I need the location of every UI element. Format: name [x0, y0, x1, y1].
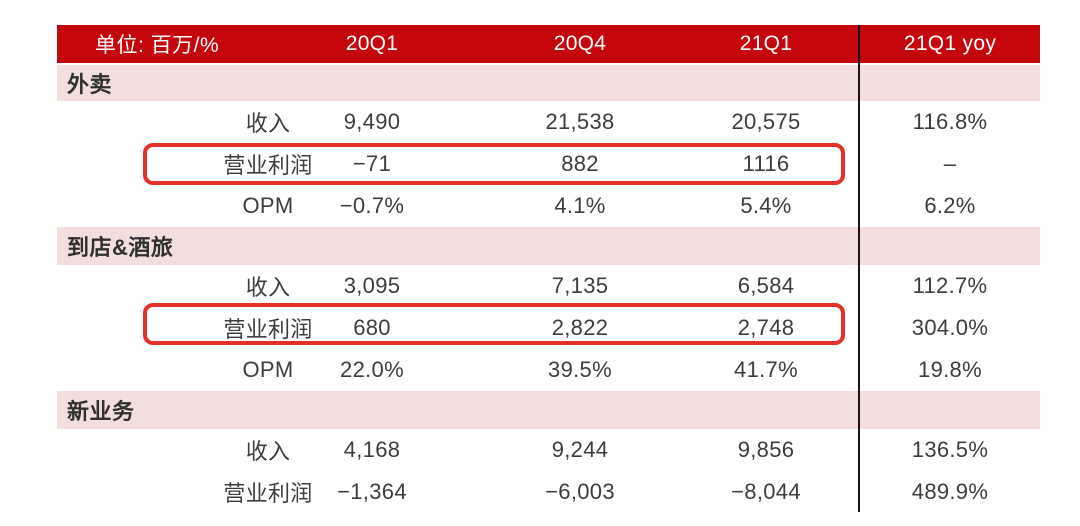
cell-20q4: 4.1% [554, 193, 606, 218]
cell-21q1: 2,748 [737, 315, 795, 340]
row-label: 收入 [245, 275, 291, 300]
cell-20q1: −0.7% [339, 193, 405, 218]
cell-20q4: 7,135 [551, 273, 609, 298]
cell-20q4: −6,003 [545, 479, 615, 504]
cell-21q1-yoy: 136.5% [911, 437, 989, 462]
cell-21q1: −8,044 [731, 479, 801, 504]
cell-21q1: 5.4% [740, 193, 792, 218]
section-header-instore-hotel: 到店&酒旅 [57, 227, 1040, 265]
row-label: OPM [242, 357, 294, 382]
section-title: 到店&酒旅 [67, 235, 174, 260]
cell-20q4: 21,538 [545, 109, 615, 134]
cell-20q1: 9,490 [343, 109, 401, 134]
row-label: 收入 [245, 439, 291, 464]
cell-20q4: 39.5% [548, 357, 612, 382]
cell-20q1: 3,095 [343, 273, 401, 298]
row-label: 收入 [245, 111, 291, 136]
table-row-ih-revenue: 收入 3,095 7,135 6,584 112.7% [57, 265, 1040, 307]
cell-21q1-yoy: – [943, 151, 957, 176]
cell-20q1: 22.0% [340, 357, 404, 382]
col-header-20q1: 20Q1 [345, 32, 399, 55]
col-header-20q4: 20Q4 [553, 32, 607, 55]
cell-21q1: 20,575 [731, 109, 801, 134]
row-label: 营业利润 [223, 153, 313, 178]
cell-21q1: 9,856 [737, 437, 795, 462]
cell-20q4: 882 [561, 151, 599, 176]
cell-21q1: 6,584 [737, 273, 795, 298]
section-title: 新业务 [67, 399, 135, 424]
row-label: 营业利润 [223, 317, 313, 342]
table-row-ni-revenue: 收入 4,168 9,244 9,856 136.5% [57, 429, 1040, 471]
cell-20q1: 4,168 [343, 437, 401, 462]
table-row-fd-operating-profit: 营业利润 −71 882 1116 – [57, 143, 1040, 185]
cell-21q1-yoy: 304.0% [911, 315, 989, 340]
section-header-new-initiatives: 新业务 [57, 391, 1040, 429]
row-label: 营业利润 [223, 481, 313, 506]
cell-20q4: 2,822 [551, 315, 609, 340]
table-row-fd-opm: OPM −0.7% 4.1% 5.4% 6.2% [57, 185, 1040, 227]
cell-20q4: 9,244 [551, 437, 609, 462]
section-title: 外卖 [67, 72, 113, 97]
table-row-ni-operating-profit: 营业利润 −1,364 −6,003 −8,044 489.9% [57, 471, 1040, 513]
section-header-food-delivery: 外卖 [57, 63, 1040, 101]
col-header-21q1-yoy: 21Q1 yoy [903, 32, 997, 55]
unit-label: 单位: 百万/% [95, 34, 220, 57]
cell-21q1-yoy: 19.8% [918, 357, 982, 382]
cell-21q1-yoy: 112.7% [912, 273, 988, 298]
cell-21q1-yoy: 489.9% [911, 479, 989, 504]
cell-20q1: −1,364 [337, 479, 407, 504]
table-row-ih-opm: OPM 22.0% 39.5% 41.7% 19.8% [57, 349, 1040, 391]
col-header-21q1: 21Q1 [739, 32, 793, 55]
yoy-column-divider-line [858, 25, 860, 512]
cell-20q1: −71 [352, 151, 392, 176]
table-row-fd-revenue: 收入 9,490 21,538 20,575 116.8% [57, 101, 1040, 143]
segment-results-table: 单位: 百万/% 20Q1 20Q4 21Q1 21Q1 yoy 外卖 收入 9… [57, 25, 1040, 513]
highlight-box-food-delivery-profit [143, 143, 845, 185]
cell-21q1-yoy: 116.8% [912, 109, 988, 134]
row-label: OPM [242, 193, 294, 218]
cell-20q1: 680 [353, 315, 391, 340]
cell-21q1-yoy: 6.2% [924, 193, 976, 218]
cell-21q1: 41.7% [734, 357, 798, 382]
cell-21q1: 1116 [742, 151, 790, 176]
highlight-box-instore-profit [143, 303, 845, 345]
table-header-row: 单位: 百万/% 20Q1 20Q4 21Q1 21Q1 yoy [57, 25, 1040, 63]
